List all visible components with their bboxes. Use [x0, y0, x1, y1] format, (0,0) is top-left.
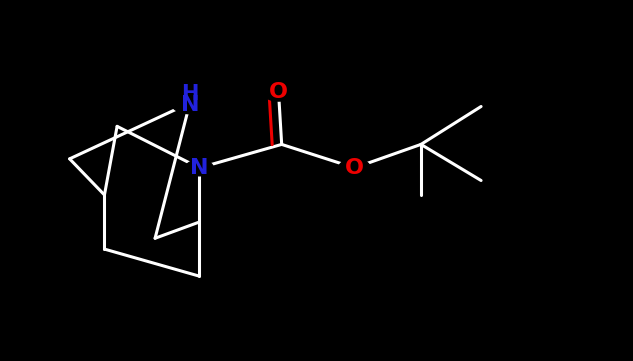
Text: O: O	[345, 158, 364, 178]
Text: N: N	[180, 95, 199, 115]
Text: H: H	[181, 84, 199, 104]
Circle shape	[339, 159, 370, 177]
Circle shape	[171, 92, 209, 114]
Text: O: O	[269, 82, 288, 102]
Text: N: N	[190, 158, 209, 178]
Circle shape	[185, 160, 213, 176]
Circle shape	[263, 83, 294, 101]
